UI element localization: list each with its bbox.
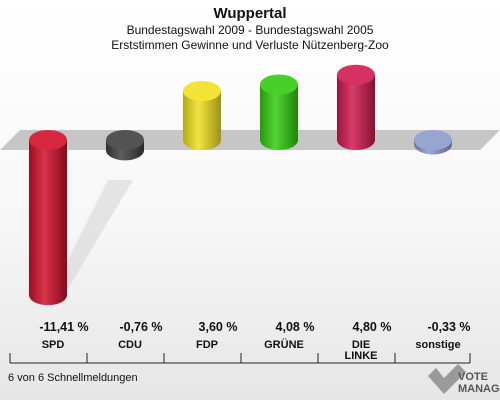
bar-cap [260, 74, 298, 95]
bar [29, 140, 67, 306]
logo-text-manager: MANAGER [458, 383, 500, 395]
category-label: FDP [196, 339, 218, 351]
category-label: sonstige [415, 339, 460, 351]
chart-title: Wuppertal [213, 5, 286, 22]
bar [183, 91, 221, 150]
value-label: 3,60 % [199, 320, 238, 334]
category-label: CDU [118, 339, 142, 351]
bars [29, 64, 452, 306]
category-labels: SPD CDU FDP GRÜNE DIE LINKE sonstige [42, 338, 461, 362]
value-label: -0,76 % [119, 320, 162, 334]
value-labels: -11,41 % -0,76 % 3,60 % 4,08 % 4,80 % -0,33 % [39, 320, 470, 334]
value-label: -11,41 % [39, 320, 88, 334]
chart-subtitle-2: Erststimmen Gewinne und Verluste Nützenb… [111, 38, 389, 52]
logo-check-icon [428, 364, 466, 394]
bar [337, 74, 375, 150]
bar-cap [183, 81, 221, 102]
bar-cap [29, 130, 67, 150]
chart-subtitle-1: Bundestagswahl 2009 - Bundestagswahl 200… [127, 23, 374, 37]
bar [260, 84, 298, 150]
value-label: 4,80 % [353, 320, 392, 334]
logo-text-vote: VOTE [458, 371, 488, 383]
bar-cap [414, 130, 452, 150]
bar-shadow [50, 180, 133, 296]
bar-cap [337, 64, 375, 85]
bar-cap [106, 130, 144, 150]
value-label: -0,33 % [427, 320, 470, 334]
bar-shadows [50, 180, 133, 296]
footnote: 6 von 6 Schnellmeldungen [8, 372, 138, 384]
category-label: GRÜNE [264, 338, 304, 351]
category-axis [9, 353, 471, 364]
category-label: DIE LINKE [345, 339, 378, 362]
votemanager-logo: VOTE MANAGER [428, 364, 500, 395]
value-label: 4,08 % [276, 320, 315, 334]
category-label: SPD [42, 339, 65, 351]
